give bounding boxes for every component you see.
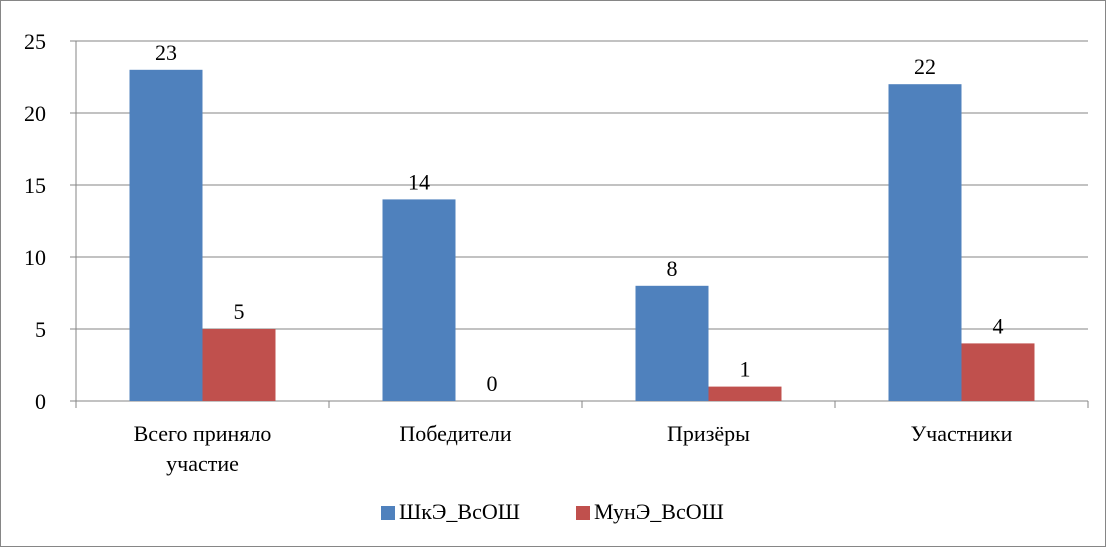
data-label: 4	[993, 313, 1004, 338]
category-label-line: Участники	[911, 421, 1013, 446]
y-tick-label: 0	[35, 389, 46, 414]
data-label: 23	[155, 40, 177, 65]
bar-shke-1	[382, 199, 456, 401]
y-tick-label: 25	[24, 29, 46, 54]
bar-mune-2	[708, 386, 782, 401]
bar-shke-3	[888, 84, 962, 401]
data-label: 5	[234, 299, 245, 324]
data-labels: 23 5 14 0 8 1 22 4	[155, 40, 1004, 396]
category-label: Всего приняло участие	[134, 421, 272, 476]
data-label: 14	[408, 169, 430, 194]
category-label: Призёры	[667, 421, 750, 446]
legend: ШкЭ_ВсОШ МунЭ_ВсОШ	[381, 499, 724, 524]
y-tick-label: 5	[35, 317, 46, 342]
y-tick-label: 15	[24, 173, 46, 198]
data-label: 8	[667, 256, 678, 281]
y-tick-label: 20	[24, 101, 46, 126]
bar-shke-0	[129, 69, 203, 402]
data-label: 1	[740, 357, 751, 382]
y-tick-label: 10	[24, 245, 46, 270]
bar-mune-0	[202, 329, 276, 401]
category-label-line: Победители	[399, 421, 512, 446]
category-label-line: участие	[166, 451, 239, 476]
legend-label: МунЭ_ВсОШ	[594, 499, 724, 524]
bar-shke-2	[635, 285, 709, 401]
category-labels: Всего приняло участие Победители Призёры Уча…	[134, 421, 1013, 476]
legend-swatch	[576, 506, 590, 520]
category-label: Участники	[911, 421, 1013, 446]
data-label: 0	[487, 371, 498, 396]
bar-mune-3	[961, 343, 1035, 401]
data-label: 22	[914, 54, 936, 79]
category-label: Победители	[399, 421, 512, 446]
category-label-line: Всего приняло	[134, 421, 272, 446]
legend-swatch	[381, 506, 395, 520]
category-label-line: Призёры	[667, 421, 750, 446]
bars	[129, 69, 1035, 402]
legend-label: ШкЭ_ВсОШ	[399, 499, 520, 524]
